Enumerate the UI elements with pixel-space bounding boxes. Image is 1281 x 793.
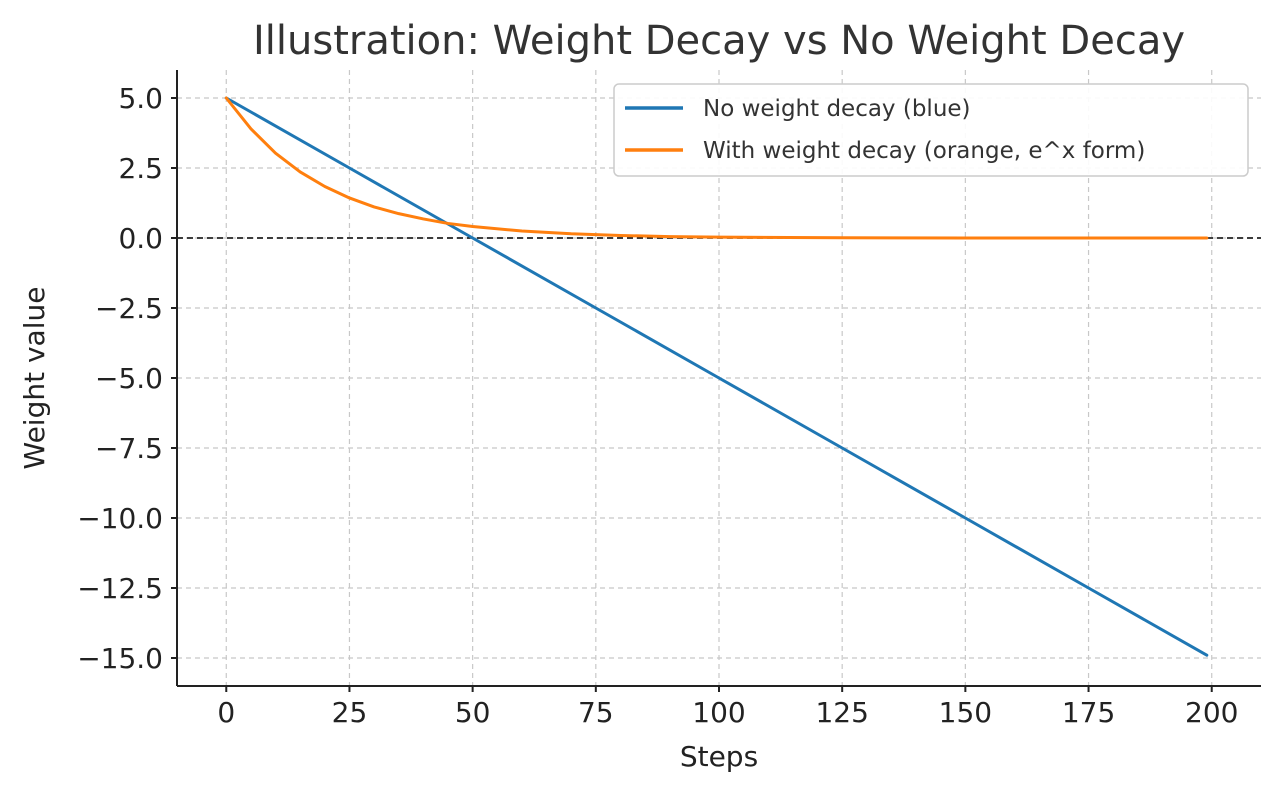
- x-tick-label: 125: [815, 696, 868, 729]
- x-tick-label: 75: [578, 696, 614, 729]
- y-tick-label: 5.0: [118, 82, 163, 115]
- y-tick-label: 2.5: [118, 152, 163, 185]
- y-tick-label: 0.0: [118, 222, 163, 255]
- legend-box: [613, 83, 1249, 177]
- y-tick-label: −15.0: [77, 642, 163, 675]
- series-layer: [224, 96, 1209, 657]
- x-tick-label: 0: [217, 696, 235, 729]
- series-line-1: [224, 96, 1209, 657]
- y-tick-label: −2.5: [95, 292, 163, 325]
- y-tick-label: −7.5: [95, 432, 163, 465]
- legend-label-2: With weight decay (orange, e^x form): [703, 138, 1145, 164]
- series-line-2: [224, 96, 1209, 240]
- x-axis-label: Steps: [680, 740, 758, 773]
- y-tick-label: −10.0: [77, 502, 163, 535]
- x-tick-label: 100: [692, 696, 745, 729]
- legend: No weight decay (blue) With weight decay …: [613, 83, 1249, 177]
- x-tick-label: 175: [1062, 696, 1115, 729]
- y-tick-label: −5.0: [95, 362, 163, 395]
- x-ticks: 0 25 50 75 100 125 150 175 200: [217, 686, 1238, 729]
- x-tick-label: 150: [939, 696, 992, 729]
- x-tick-label: 25: [332, 696, 368, 729]
- y-axis-label: Weight value: [18, 287, 51, 470]
- y-ticks: 5.0 2.5 0.0 −2.5 −5.0 −7.5 −10.0 −12.5 −15.0: [77, 82, 177, 675]
- x-tick-label: 50: [455, 696, 491, 729]
- legend-label-1: No weight decay (blue): [703, 96, 971, 122]
- chart-title: Illustration: Weight Decay vs No Weight …: [253, 18, 1185, 64]
- x-tick-label: 200: [1185, 696, 1238, 729]
- y-tick-label: −12.5: [77, 572, 163, 605]
